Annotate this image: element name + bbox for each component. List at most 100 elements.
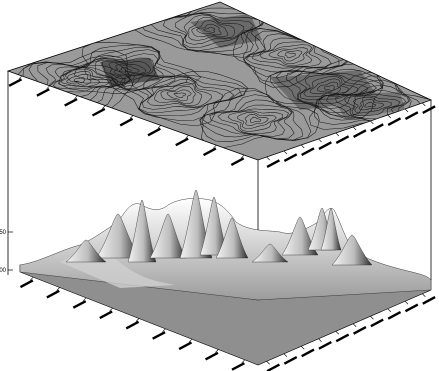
top-x-tick-label-7 <box>387 117 402 126</box>
contour-line-73 <box>259 44 313 66</box>
top-x-tick-6 <box>370 120 374 125</box>
surface-plot <box>19 189 432 366</box>
contour-line-46 <box>138 75 235 113</box>
top-x-tick-7 <box>387 114 391 119</box>
contour-line-67 <box>28 60 131 106</box>
contour-line-24 <box>299 74 369 101</box>
top-x-tick-8 <box>404 108 409 113</box>
bottom-x-tick-1 <box>283 353 288 357</box>
bottom-x-tick-6 <box>370 316 374 320</box>
top-x-tick-0 <box>266 156 270 161</box>
contour-line-50 <box>364 101 377 108</box>
z-axis: -50 -100 <box>0 230 13 274</box>
surface-peak-9 <box>331 234 373 266</box>
contour-line-12 <box>191 20 229 38</box>
contour-line-39 <box>201 87 320 148</box>
contour-line-26 <box>285 70 382 109</box>
contour-line-5 <box>84 53 159 89</box>
bottom-x-tick-7 <box>387 308 391 312</box>
contour-line-43 <box>154 82 202 107</box>
contour-line-63 <box>52 68 110 89</box>
contour-line-40 <box>173 92 187 98</box>
contour-line-60 <box>73 77 85 83</box>
contour-line-3 <box>101 59 152 84</box>
z-tick-label-1: -100 <box>0 268 7 274</box>
surface-peak-1 <box>127 199 157 263</box>
contour-line-16 <box>162 12 261 51</box>
bottom-x-tick-label-7 <box>387 311 402 320</box>
contour-line-70 <box>284 52 296 59</box>
contour-line-32 <box>237 111 277 129</box>
bottom-y-tick-label-6 <box>178 341 193 351</box>
bottom-x-tick-4 <box>335 331 340 335</box>
contour-line-10 <box>203 27 216 33</box>
bottom-y-axis-ticks <box>19 276 245 371</box>
contour-line-36 <box>202 99 295 140</box>
top-y-tick-3 <box>102 105 106 109</box>
z-tick-label-0: -50 <box>0 230 7 236</box>
contour-line-52 <box>353 96 392 114</box>
bottom-y-tick-5 <box>162 328 166 333</box>
top-y-tick-2 <box>74 95 78 99</box>
top-y-tick-label-1 <box>36 88 50 97</box>
bottom-x-tick-label-9 <box>422 296 436 305</box>
bottom-x-tick-label-1 <box>283 356 298 365</box>
bottom-x-tick-label-5 <box>353 326 367 335</box>
dark-region-4 <box>330 92 405 118</box>
top-x-axis-ticks <box>266 102 436 168</box>
contour-line-21 <box>316 81 341 94</box>
contour-line-6 <box>73 49 164 91</box>
top-y-tick-label-5 <box>147 127 161 137</box>
contour-line-13 <box>188 17 235 41</box>
bottom-y-tick-label-1 <box>46 289 60 299</box>
dark-region-1 <box>190 14 262 48</box>
bottom-y-tick-label-8 <box>231 362 245 371</box>
top-x-tick-5 <box>352 126 357 131</box>
surface-peak-11 <box>251 243 289 263</box>
contour-line-35 <box>209 104 292 137</box>
contour-line-11 <box>196 23 222 36</box>
bottom-y-tick-6 <box>188 338 193 343</box>
contour-line-72 <box>268 47 308 65</box>
contour-line-15 <box>174 13 254 48</box>
contour-line-4 <box>94 57 154 87</box>
bottom-y-tick-label-7 <box>204 351 219 361</box>
contour-line-62 <box>59 70 101 88</box>
contour-line-71 <box>277 50 303 62</box>
top-y-tick-label-8 <box>230 157 245 167</box>
contour-line-9 <box>58 41 202 94</box>
bottom-y-tick-8 <box>241 359 245 364</box>
contour-line-51 <box>358 98 385 111</box>
contour-line-30 <box>250 116 261 123</box>
contour-line-31 <box>244 114 269 126</box>
surface-peaks <box>65 189 373 266</box>
contour-line-2 <box>108 61 147 79</box>
contour-line-49 <box>109 71 249 127</box>
contour-line-14 <box>183 14 245 45</box>
bottom-y-tick-label-4 <box>125 320 140 330</box>
bottom-y-tick-label-5 <box>152 331 166 340</box>
top-y-tick-1 <box>46 85 50 90</box>
top-x-tick-label-6 <box>370 123 384 132</box>
top-x-tick-label-3 <box>318 141 332 150</box>
contour-line-47 <box>131 75 242 116</box>
contour-line-34 <box>217 108 289 134</box>
bottom-x-tick-8 <box>404 301 409 305</box>
surface-peak-2 <box>149 213 187 259</box>
surface-peak-8 <box>320 207 342 251</box>
surface-peak-10 <box>65 239 107 263</box>
bottom-y-tick-1 <box>56 287 60 291</box>
top-x-tick-label-2 <box>301 147 315 156</box>
contour-line-66 <box>37 62 131 102</box>
contour-line-45 <box>142 76 224 110</box>
top-x-tick-label-0 <box>266 159 280 168</box>
bottom-x-tick-label-2 <box>301 348 315 358</box>
contour-lines <box>11 2 431 148</box>
bottom-x-tick-3 <box>318 338 322 342</box>
contour-line-22 <box>309 78 350 96</box>
contour-line-25 <box>295 72 377 104</box>
contour-line-44 <box>146 79 212 108</box>
contour-line-53 <box>344 95 401 116</box>
contour-line-17 <box>150 12 266 53</box>
top-x-tick-3 <box>318 138 322 143</box>
